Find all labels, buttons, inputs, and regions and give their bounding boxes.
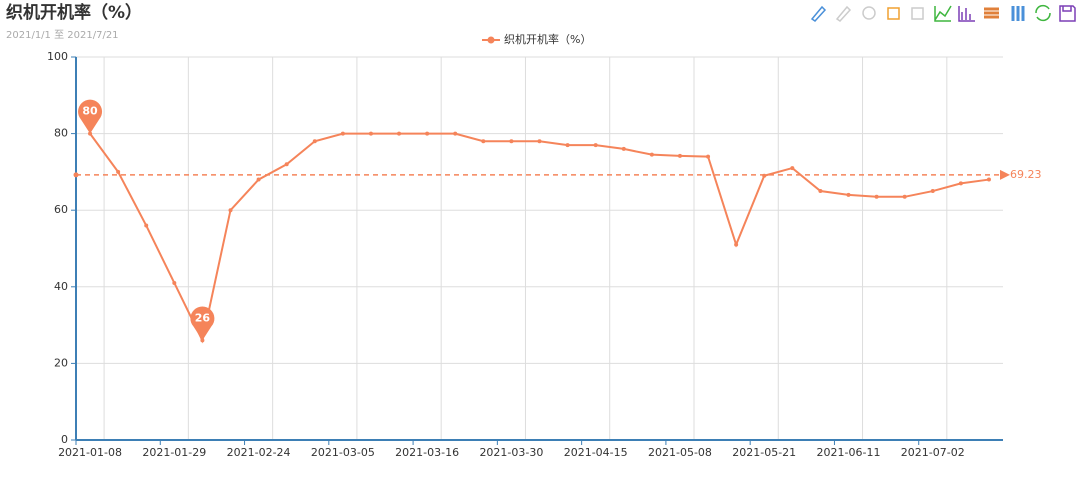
data-point bbox=[930, 189, 935, 194]
data-point bbox=[706, 154, 711, 159]
data-point bbox=[425, 131, 430, 136]
data-point bbox=[116, 169, 121, 174]
data-point bbox=[537, 139, 542, 144]
toolbox bbox=[810, 4, 1076, 22]
chart-title: 织机开机率（%） bbox=[6, 2, 142, 23]
y-tick-label: 0 bbox=[61, 433, 68, 446]
data-point bbox=[509, 139, 514, 144]
y-tick-label: 40 bbox=[54, 280, 68, 293]
x-tick-label: 2021-03-30 bbox=[479, 446, 543, 459]
tool-draw[interactable] bbox=[810, 5, 827, 22]
tool-clear[interactable] bbox=[862, 6, 876, 20]
y-tick-label: 60 bbox=[54, 203, 68, 216]
mark-pin-label: 26 bbox=[195, 311, 211, 324]
data-point bbox=[734, 242, 739, 247]
legend-dot bbox=[487, 36, 495, 44]
data-point bbox=[677, 153, 682, 158]
data-point bbox=[397, 131, 402, 136]
average-arrow bbox=[1000, 169, 1010, 180]
x-tick-label: 2021-05-08 bbox=[648, 446, 712, 459]
y-tick-label: 80 bbox=[54, 127, 68, 140]
data-point bbox=[958, 181, 963, 186]
x-tick-label: 2021-05-21 bbox=[732, 446, 796, 459]
legend: 织机开机率（%） bbox=[482, 32, 591, 46]
x-tick-label: 2021-03-16 bbox=[395, 446, 459, 459]
data-point bbox=[368, 131, 373, 136]
tool-bar[interactable] bbox=[958, 6, 975, 22]
data-point bbox=[593, 143, 598, 148]
x-tick-label: 2021-04-15 bbox=[564, 446, 628, 459]
x-tick-label: 2021-01-29 bbox=[142, 446, 206, 459]
data-point bbox=[902, 194, 907, 199]
mark-pin bbox=[190, 306, 215, 341]
tool-restore[interactable] bbox=[1035, 4, 1051, 22]
mark-pin bbox=[78, 99, 103, 134]
tool-stack[interactable] bbox=[984, 7, 999, 19]
data-point bbox=[846, 192, 851, 197]
data-point bbox=[986, 177, 991, 182]
mark-pin-label: 80 bbox=[82, 105, 98, 118]
data-point bbox=[874, 194, 879, 199]
data-point bbox=[256, 177, 261, 182]
tool-save[interactable] bbox=[1059, 5, 1076, 22]
data-point bbox=[340, 131, 345, 136]
data-point bbox=[649, 152, 654, 157]
data-point bbox=[621, 146, 626, 151]
data-point bbox=[312, 139, 317, 144]
y-tick-label: 20 bbox=[54, 356, 68, 369]
x-tick-label: 2021-02-24 bbox=[227, 446, 291, 459]
average-label: 69.23 bbox=[1010, 168, 1042, 181]
data-point bbox=[284, 162, 289, 167]
tool-line[interactable] bbox=[934, 5, 952, 22]
chart-subtitle: 2021/1/1 至 2021/7/21 bbox=[6, 29, 119, 41]
average-start bbox=[73, 172, 79, 178]
tool-zoom[interactable] bbox=[887, 7, 900, 20]
data-point bbox=[172, 280, 177, 285]
data-point bbox=[565, 143, 570, 148]
data-point bbox=[481, 139, 486, 144]
y-tick-label: 100 bbox=[47, 50, 68, 63]
tool-tiled[interactable] bbox=[1011, 6, 1025, 21]
x-tick-label: 2021-01-08 bbox=[58, 446, 122, 459]
data-point bbox=[228, 208, 233, 213]
series-line bbox=[89, 132, 990, 344]
legend-label[interactable]: 织机开机率（%） bbox=[504, 32, 591, 46]
x-tick-label: 2021-07-02 bbox=[901, 446, 965, 459]
data-point bbox=[453, 131, 458, 136]
x-tick-label: 2021-06-11 bbox=[817, 446, 881, 459]
x-tick-label: 2021-03-05 bbox=[311, 446, 375, 459]
tool-zoom-back[interactable] bbox=[911, 7, 924, 20]
data-point bbox=[144, 223, 149, 228]
data-point bbox=[790, 166, 795, 171]
data-point bbox=[818, 189, 823, 194]
tool-draw-2[interactable] bbox=[835, 5, 852, 22]
